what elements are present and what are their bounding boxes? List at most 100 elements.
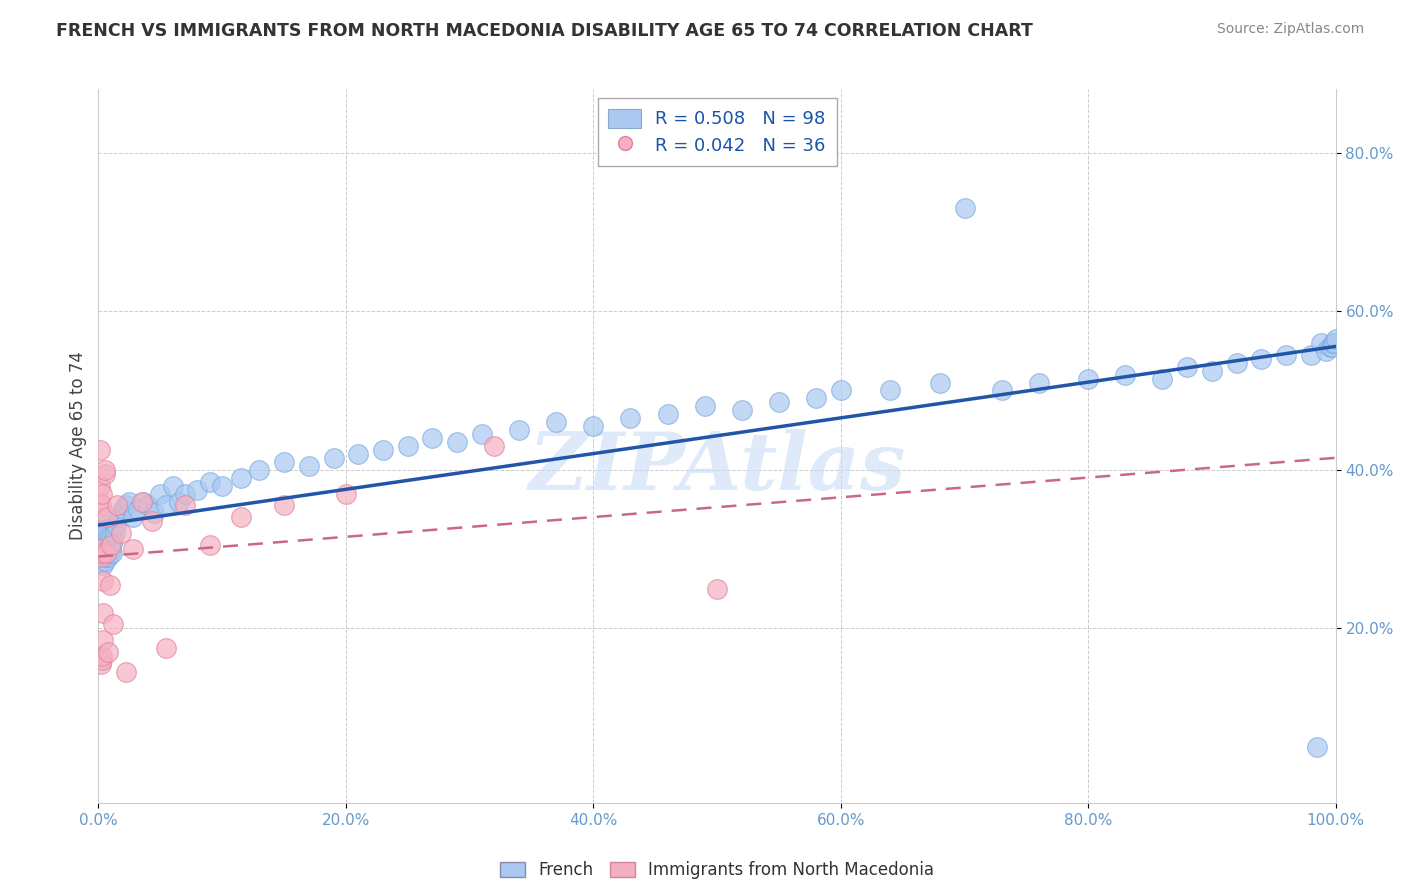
Legend: French, Immigrants from North Macedonia: French, Immigrants from North Macedonia [492, 853, 942, 888]
Point [104, 518, 127, 533]
Point [768, 395, 790, 409]
Point [422, 431, 444, 445]
Point [273, 455, 295, 469]
Point [90, 542, 112, 557]
Point [93, 633, 115, 648]
Point [91, 538, 114, 552]
Point [94, 542, 117, 557]
Point [830, 384, 852, 398]
Point [174, 499, 197, 513]
Point [100, 542, 122, 557]
Point [1152, 371, 1174, 385]
Point [91, 549, 114, 564]
Point [1320, 340, 1343, 354]
Point [1077, 371, 1099, 385]
Point [229, 510, 252, 524]
Point [107, 510, 129, 524]
Point [1315, 343, 1337, 358]
Point [90, 549, 112, 564]
Point [93, 530, 115, 544]
Point [93, 554, 115, 568]
Point [103, 534, 125, 549]
Point [94, 549, 117, 564]
Point [149, 486, 172, 500]
Point [122, 510, 145, 524]
Point [167, 494, 190, 508]
Point [90, 542, 112, 557]
Point [96, 510, 118, 524]
Point [90, 499, 112, 513]
Point [582, 419, 605, 434]
Point [804, 392, 827, 406]
Point [96, 546, 118, 560]
Point [132, 494, 155, 508]
Point [89, 546, 111, 560]
Point [143, 507, 166, 521]
Point [93, 518, 115, 533]
Point [1322, 335, 1344, 350]
Point [96, 538, 118, 552]
Point [198, 538, 221, 552]
Point [91, 649, 114, 664]
Point [90, 554, 112, 568]
Point [484, 439, 506, 453]
Point [93, 558, 115, 572]
Point [110, 507, 132, 521]
Point [91, 522, 114, 536]
Point [93, 463, 115, 477]
Point [105, 499, 128, 513]
Point [335, 486, 357, 500]
Point [928, 376, 950, 390]
Point [89, 494, 111, 508]
Point [1250, 351, 1272, 366]
Point [155, 499, 177, 513]
Text: ZIPAtlas: ZIPAtlas [529, 429, 905, 506]
Point [90, 657, 112, 671]
Text: Source: ZipAtlas.com: Source: ZipAtlas.com [1216, 22, 1364, 37]
Point [112, 502, 135, 516]
Point [89, 442, 111, 457]
Point [1319, 340, 1341, 354]
Point [619, 411, 641, 425]
Point [1323, 335, 1346, 350]
Point [122, 542, 145, 557]
Point [1306, 740, 1329, 755]
Point [229, 471, 252, 485]
Point [131, 494, 153, 508]
Point [97, 645, 120, 659]
Point [508, 423, 530, 437]
Point [93, 467, 115, 481]
Point [446, 435, 468, 450]
Point [98, 534, 121, 549]
Point [247, 463, 270, 477]
Point [91, 546, 114, 560]
Point [298, 458, 321, 473]
Point [90, 526, 112, 541]
Point [97, 549, 120, 564]
Point [91, 530, 114, 544]
Point [879, 384, 901, 398]
Point [98, 546, 121, 560]
Point [100, 538, 122, 552]
Point [371, 442, 394, 457]
Point [396, 439, 419, 453]
Point [91, 653, 114, 667]
Point [1309, 335, 1331, 350]
Point [89, 478, 111, 492]
Point [94, 522, 117, 536]
Point [706, 582, 728, 596]
Point [1201, 364, 1223, 378]
Point [93, 546, 115, 560]
Point [103, 526, 125, 541]
Text: FRENCH VS IMMIGRANTS FROM NORTH MACEDONIA DISABILITY AGE 65 TO 74 CORRELATION CH: FRENCH VS IMMIGRANTS FROM NORTH MACEDONI… [56, 22, 1033, 40]
Point [1175, 359, 1198, 374]
Point [114, 665, 136, 679]
Point [90, 534, 112, 549]
Point [141, 514, 163, 528]
Point [471, 427, 494, 442]
Point [657, 407, 679, 421]
Point [91, 546, 114, 560]
Point [953, 201, 976, 215]
Y-axis label: Disability Age 65 to 74: Disability Age 65 to 74 [69, 351, 87, 541]
Point [322, 450, 344, 465]
